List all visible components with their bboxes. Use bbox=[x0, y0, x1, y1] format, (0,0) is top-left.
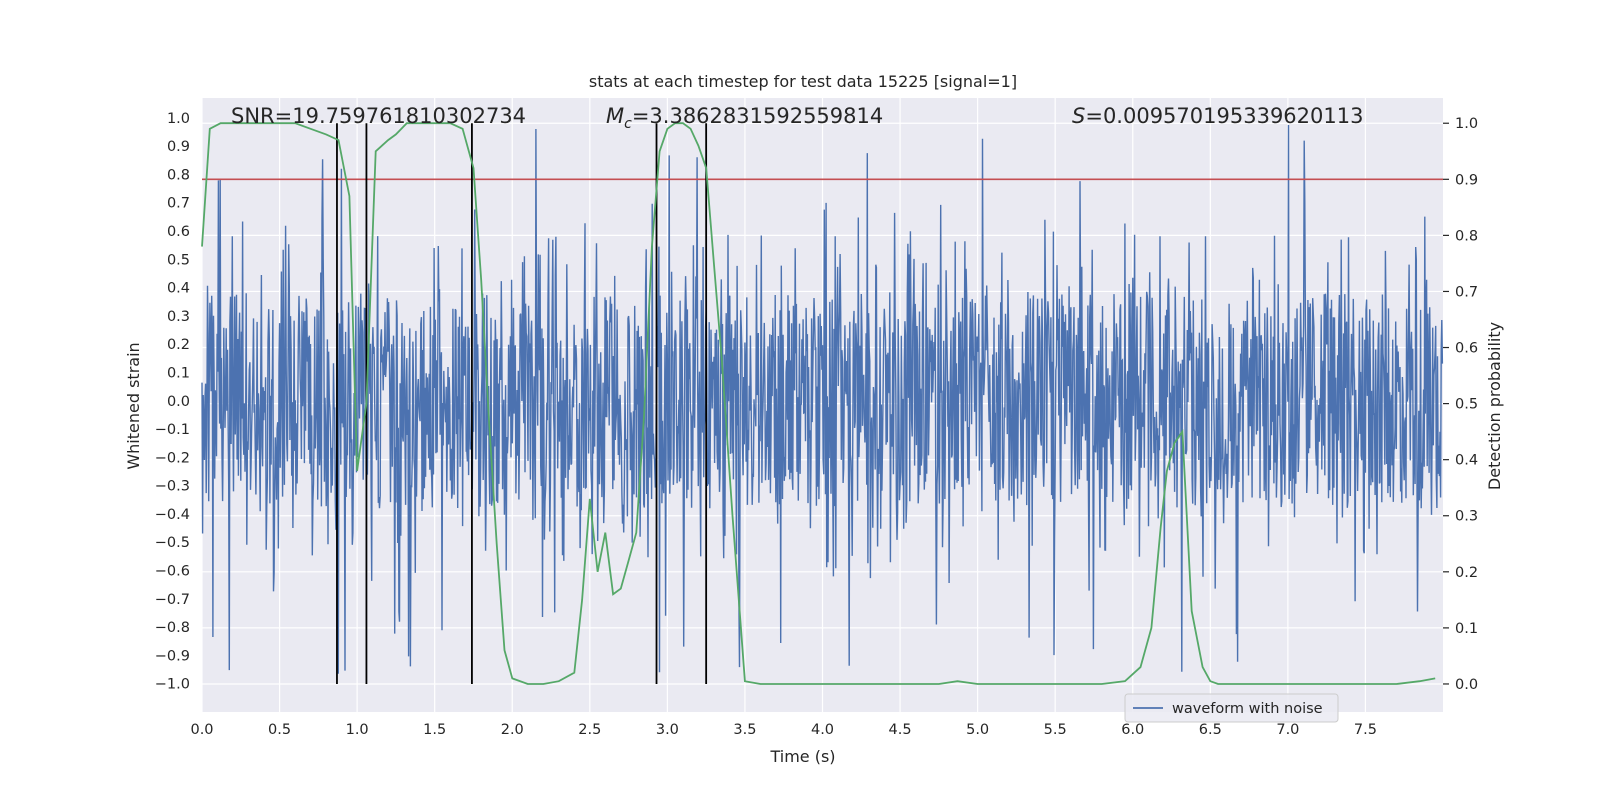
y-axis-label: Whitened strain bbox=[124, 342, 143, 469]
y-tick-label: 0.8 bbox=[167, 167, 190, 183]
y-axis-ticks: 1.0 0.9 0.8 0.7 0.6 0.5 0.4 0.3 0.2 0.1 0.0 −0.1 −0.… bbox=[155, 111, 190, 693]
x-tick-label: 3.0 bbox=[656, 722, 679, 738]
right-y-tick-label: 0.9 bbox=[1455, 172, 1478, 188]
right-y-tick-label: 0.2 bbox=[1455, 565, 1478, 581]
right-y-axis-ticks: 1.0 0.9 0.8 0.7 0.6 0.5 0.4 0.3 0.2 0.1 0.0 bbox=[1443, 116, 1478, 693]
x-tick-label: 6.5 bbox=[1199, 722, 1222, 738]
y-tick-label: 0.3 bbox=[167, 309, 190, 325]
right-y-axis-label: Detection probability bbox=[1485, 322, 1504, 490]
spin-value: =0.009570195339620113 bbox=[1085, 104, 1363, 128]
right-y-tick-label: 0.5 bbox=[1455, 397, 1478, 413]
x-tick-label: 5.5 bbox=[1044, 722, 1067, 738]
x-tick-label: 4.0 bbox=[811, 722, 834, 738]
legend-label: waveform with noise bbox=[1172, 701, 1323, 717]
waveform-series bbox=[201, 124, 1444, 674]
legend: waveform with noise bbox=[1124, 693, 1339, 723]
detection-probability-line bbox=[201, 122, 1436, 685]
x-tick-label: 0.5 bbox=[268, 722, 291, 738]
spin-annotation: S=0.009570195339620113 bbox=[1072, 104, 1363, 128]
y-tick-label: 0.4 bbox=[167, 281, 190, 297]
right-y-tick-label: 0.7 bbox=[1455, 284, 1478, 300]
right-y-tick-label: 0.6 bbox=[1455, 341, 1478, 357]
right-y-tick-label: 0.0 bbox=[1455, 677, 1478, 693]
y-tick-label: 0.9 bbox=[167, 139, 190, 155]
right-y-tick-label: 0.8 bbox=[1455, 228, 1478, 244]
x-tick-label: 2.0 bbox=[501, 722, 524, 738]
x-tick-label: 7.5 bbox=[1354, 722, 1377, 738]
x-tick-label: 3.5 bbox=[733, 722, 756, 738]
x-tick-label: 5.0 bbox=[966, 722, 989, 738]
x-tick-label: 6.0 bbox=[1121, 722, 1144, 738]
x-tick-label: 0.0 bbox=[190, 722, 213, 738]
y-tick-label: −0.7 bbox=[155, 592, 190, 608]
y-tick-label: 0.0 bbox=[167, 394, 190, 410]
chirp-mass-symbol: M bbox=[606, 104, 624, 128]
y-tick-label: −0.2 bbox=[155, 450, 190, 466]
y-tick-label: −0.6 bbox=[155, 564, 190, 580]
right-y-tick-label: 0.1 bbox=[1455, 621, 1478, 637]
x-axis-ticks: 0.0 0.5 1.0 1.5 2.0 2.5 3.0 3.5 4.0 4.5 5.0 5.5 6.0 6… bbox=[190, 722, 1377, 738]
x-tick-label: 7.0 bbox=[1276, 722, 1299, 738]
spin-symbol: S bbox=[1072, 104, 1085, 128]
y-tick-label: −0.4 bbox=[155, 507, 190, 523]
x-axis-label: Time (s) bbox=[769, 747, 835, 766]
y-tick-label: 0.7 bbox=[167, 196, 190, 212]
right-y-tick-label: 1.0 bbox=[1455, 116, 1478, 132]
chart-title: stats at each timestep for test data 152… bbox=[589, 72, 1017, 91]
y-tick-label: 0.2 bbox=[167, 337, 190, 353]
y-tick-label: 1.0 bbox=[167, 111, 190, 127]
right-y-tick-label: 0.3 bbox=[1455, 509, 1478, 525]
x-tick-label: 2.5 bbox=[578, 722, 601, 738]
chirp-mass-subscript: c bbox=[624, 116, 632, 132]
snr-annotation: SNR=19.759761810302734 bbox=[231, 104, 526, 128]
x-tick-label: 1.0 bbox=[346, 722, 369, 738]
y-tick-label: 0.1 bbox=[167, 365, 190, 381]
right-y-tick-label: 0.4 bbox=[1455, 453, 1478, 469]
y-tick-label: −0.1 bbox=[155, 422, 190, 438]
chirp-mass-annotation: Mc=3.3862831592559814 bbox=[606, 104, 883, 132]
legend-box bbox=[1124, 693, 1339, 723]
y-tick-label: 0.6 bbox=[167, 224, 190, 240]
y-tick-label: −1.0 bbox=[155, 677, 190, 693]
waveform-trace bbox=[201, 124, 1444, 674]
x-tick-label: 4.5 bbox=[889, 722, 912, 738]
x-tick-label: 1.5 bbox=[423, 722, 446, 738]
y-tick-label: 0.5 bbox=[167, 252, 190, 268]
chirp-mass-value: =3.3862831592559814 bbox=[632, 104, 883, 128]
y-tick-label: −0.3 bbox=[155, 479, 190, 495]
y-tick-label: −0.9 bbox=[155, 648, 190, 664]
y-tick-label: −0.5 bbox=[155, 535, 190, 551]
detection-probability-group bbox=[201, 122, 1436, 685]
y-tick-label: −0.8 bbox=[155, 620, 190, 636]
